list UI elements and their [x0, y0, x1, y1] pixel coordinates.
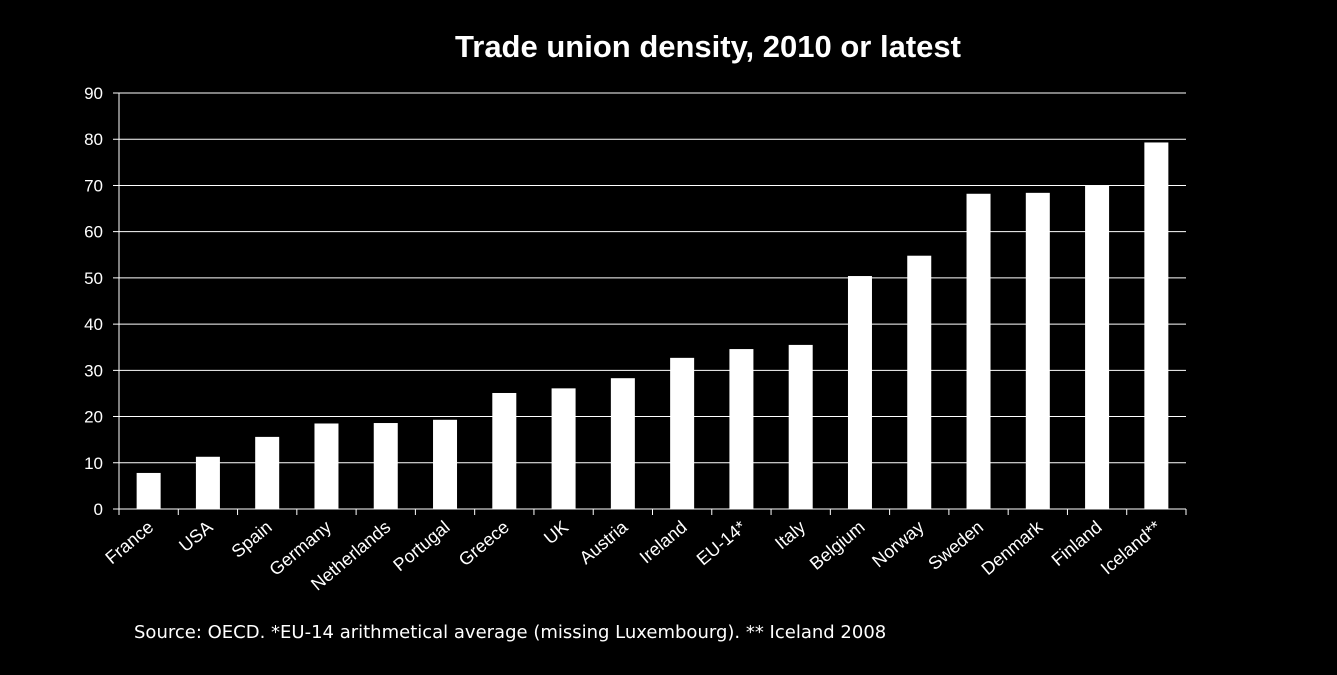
bar-spain	[255, 436, 280, 509]
bar-denmark	[1025, 192, 1050, 509]
source-note: Source: OECD. *EU-14 arithmetical averag…	[134, 622, 887, 643]
bar-germany	[314, 423, 339, 509]
y-tick-label: 40	[84, 315, 103, 334]
bar-iceland	[1144, 142, 1169, 510]
bar-uk	[551, 388, 576, 509]
x-tick-label: Austria	[576, 516, 633, 568]
x-tick-label: Norway	[868, 517, 928, 572]
y-axis-ticks: 0 10 20 30 40 50 60 70 80 90	[84, 84, 103, 519]
x-tick-label: France	[101, 517, 157, 568]
x-tick-label: Greece	[455, 517, 513, 570]
y-tick-label: 0	[94, 500, 103, 519]
bar-ireland	[670, 357, 695, 509]
x-tick-label: Spain	[228, 517, 276, 562]
gridlines	[113, 92, 1186, 510]
y-tick-label: 50	[84, 269, 103, 288]
x-tick-label: Portugal	[389, 517, 453, 575]
bar-usa	[195, 456, 220, 509]
y-tick-label: 60	[84, 223, 103, 242]
y-tick-label: 30	[84, 361, 103, 380]
x-tick-label: Italy	[771, 517, 809, 554]
bar-norway	[907, 255, 932, 509]
x-tick-label: Iceland**	[1097, 517, 1165, 579]
bar-portugal	[433, 419, 458, 509]
y-tick-label: 20	[84, 408, 103, 427]
x-tick-label: Belgium	[806, 517, 869, 574]
bar-sweden	[966, 193, 991, 509]
bar-greece	[492, 392, 517, 509]
y-tick-label: 80	[84, 130, 103, 149]
x-tick-label: UK	[540, 517, 572, 548]
chart-title: Trade union density, 2010 or latest	[455, 29, 961, 64]
x-tick-label: Ireland	[636, 517, 691, 568]
x-tick-label: USA	[175, 517, 216, 556]
x-tick-label: EU-14*	[693, 517, 750, 570]
bars	[136, 142, 1169, 510]
x-tick-label: Denmark	[978, 516, 1048, 579]
bar-belgium	[847, 276, 872, 509]
bar-eu-14	[729, 349, 754, 509]
y-tick-label: 70	[84, 176, 103, 195]
x-axis-ticks: France USA SpainGermanyNetherlandsPortugal…	[101, 509, 1187, 594]
y-tick-label: 90	[84, 84, 103, 103]
bar-france	[136, 472, 161, 509]
bar-austria	[610, 378, 635, 509]
bar-netherlands	[373, 423, 398, 509]
bar-finland	[1085, 185, 1110, 509]
y-tick-label: 10	[84, 454, 103, 473]
bar-italy	[788, 344, 813, 509]
